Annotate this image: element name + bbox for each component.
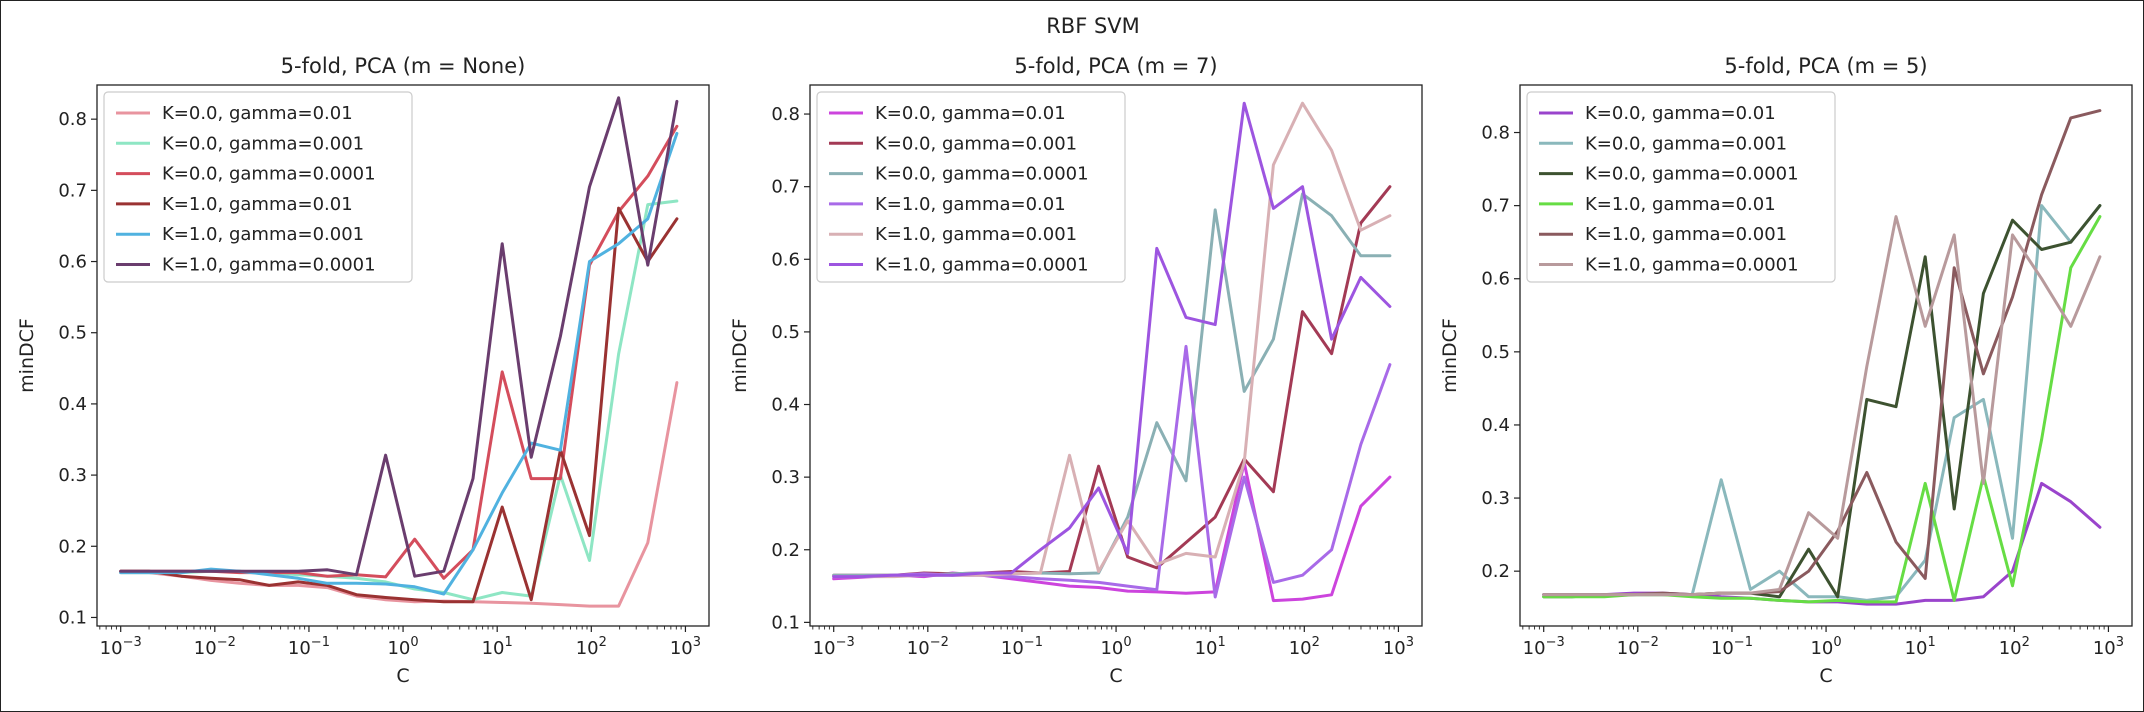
x-tick-label: 100 xyxy=(1810,635,1841,659)
series-line-4 xyxy=(832,344,1392,599)
legend-entry-6: K=1.0, gamma=0.0001 xyxy=(875,255,1089,276)
legend-entry-5: K=1.0, gamma=0.001 xyxy=(875,224,1077,245)
legend-entry-3: K=0.0, gamma=0.0001 xyxy=(1585,164,1799,185)
y-tick-label: 0.3 xyxy=(771,467,800,488)
y-tick-label: 0.8 xyxy=(58,109,87,130)
legend-entry-2: K=0.0, gamma=0.001 xyxy=(162,133,364,154)
legend-entry-3: K=0.0, gamma=0.0001 xyxy=(875,164,1089,185)
x-tick-label: 101 xyxy=(482,635,513,659)
x-tick-label: 10−1 xyxy=(1711,635,1753,659)
figure-suptitle: RBF SVM xyxy=(1046,14,1140,38)
y-tick-label: 0.5 xyxy=(1481,342,1510,363)
x-tick-label: 10−2 xyxy=(1617,635,1659,659)
legend-entry-3: K=0.0, gamma=0.0001 xyxy=(162,164,376,185)
legend-entry-5: K=1.0, gamma=0.001 xyxy=(1585,224,1787,245)
y-tick-label: 0.2 xyxy=(1481,561,1510,582)
series-line-4 xyxy=(119,206,679,604)
y-tick-label: 0.6 xyxy=(58,252,87,273)
legend-entry-2: K=0.0, gamma=0.001 xyxy=(1585,133,1787,154)
plot-area-frame xyxy=(96,84,710,627)
y-tick-label: 0.2 xyxy=(771,540,800,561)
y-tick-label: 0.5 xyxy=(58,323,87,344)
y-tick-label: 0.7 xyxy=(58,180,87,201)
y-tick-label: 0.1 xyxy=(58,607,87,628)
series-line-6 xyxy=(119,96,679,578)
series-group xyxy=(1542,109,2102,606)
y-tick-label: 0.1 xyxy=(771,612,800,633)
series-group xyxy=(119,96,679,608)
legend: K=0.0, gamma=0.01 K=0.0, gamma=0.001 K=0.0… xyxy=(1526,91,1836,283)
y-tick-label: 0.4 xyxy=(1481,415,1510,436)
legend-entry-1: K=0.0, gamma=0.01 xyxy=(1585,103,1776,124)
x-tick-label: 10−1 xyxy=(288,635,330,659)
legend: K=0.0, gamma=0.01 K=0.0, gamma=0.001 K=0.0… xyxy=(103,91,413,283)
x-tick-label: 100 xyxy=(1100,635,1131,659)
legend-entry-5: K=1.0, gamma=0.001 xyxy=(162,224,364,245)
x-tick-label: 10−3 xyxy=(813,635,855,659)
x-tick-label: 103 xyxy=(1383,635,1414,659)
plot-area-frame xyxy=(1519,84,2133,627)
y-tick-label: 0.6 xyxy=(771,249,800,270)
series-line-5 xyxy=(119,131,679,596)
y-tick-label: 0.7 xyxy=(1481,196,1510,217)
y-tick-label: 0.5 xyxy=(771,322,800,343)
legend-box xyxy=(816,91,1126,283)
series-line-6 xyxy=(832,101,1392,579)
x-axis-label: C xyxy=(1819,665,1832,687)
x-tick-label: 103 xyxy=(2093,635,2124,659)
y-axis-label: minDCF xyxy=(16,318,38,393)
chart-title: 5-fold, PCA (m = 7) xyxy=(1014,54,1217,78)
chart-panel-1: 5-fold, PCA (m = None) 0.1 0.2 0.3 0.4 0.5 0.6… xyxy=(16,54,710,687)
y-tick-label: 0.7 xyxy=(771,177,800,198)
chart-title: 5-fold, PCA (m = None) xyxy=(281,54,526,78)
y-tick-label: 0.6 xyxy=(1481,269,1510,290)
chart-title: 5-fold, PCA (m = 5) xyxy=(1724,54,1927,78)
y-tick-label: 0.4 xyxy=(58,394,87,415)
y-axis-label: minDCF xyxy=(1439,318,1461,393)
x-tick-label: 10−3 xyxy=(100,635,142,659)
x-tick-label: 10−2 xyxy=(907,635,949,659)
x-tick-label: 101 xyxy=(1195,635,1226,659)
y-tick-label: 0.8 xyxy=(1481,123,1510,144)
x-tick-label: 10−1 xyxy=(1001,635,1043,659)
legend-box xyxy=(103,91,413,283)
plot-area-frame xyxy=(809,84,1423,627)
x-tick-label: 10−2 xyxy=(194,635,236,659)
y-tick-label: 0.3 xyxy=(58,465,87,486)
x-tick-label: 100 xyxy=(387,635,418,659)
legend-entry-2: K=0.0, gamma=0.001 xyxy=(875,133,1077,154)
series-line-1 xyxy=(832,461,1392,603)
chart-panel-2: 5-fold, PCA (m = 7) 0.1 0.2 0.3 0.4 0.5 0.6 0.7… xyxy=(729,54,1423,687)
series-line-6 xyxy=(1542,215,2102,597)
y-tick-label: 0.4 xyxy=(771,395,800,416)
x-tick-label: 103 xyxy=(670,635,701,659)
x-tick-label: 102 xyxy=(1289,635,1320,659)
y-axis-label: minDCF xyxy=(729,318,751,393)
x-tick-label: 102 xyxy=(576,635,607,659)
x-axis-label: C xyxy=(396,665,409,687)
legend-entry-4: K=1.0, gamma=0.01 xyxy=(162,194,353,215)
y-tick-label: 0.3 xyxy=(1481,488,1510,509)
legend-entry-1: K=0.0, gamma=0.01 xyxy=(162,103,353,124)
series-group xyxy=(832,101,1392,603)
legend-entry-6: K=1.0, gamma=0.0001 xyxy=(1585,255,1799,276)
y-tick-label: 0.2 xyxy=(58,536,87,557)
x-tick-label: 10−3 xyxy=(1523,635,1565,659)
x-axis-label: C xyxy=(1109,665,1122,687)
series-line-1 xyxy=(119,381,679,608)
legend-entry-4: K=1.0, gamma=0.01 xyxy=(1585,194,1776,215)
legend: K=0.0, gamma=0.01 K=0.0, gamma=0.001 K=0.0… xyxy=(816,91,1126,283)
legend-entry-1: K=0.0, gamma=0.01 xyxy=(875,103,1066,124)
chart-panel-3: 5-fold, PCA (m = 5) 0.2 0.3 0.4 0.5 0.6 0.7 0.8… xyxy=(1439,54,2133,687)
legend-entry-4: K=1.0, gamma=0.01 xyxy=(875,194,1066,215)
legend-box xyxy=(1526,91,1836,283)
x-tick-label: 102 xyxy=(1999,635,2030,659)
legend-entry-6: K=1.0, gamma=0.0001 xyxy=(162,255,376,276)
y-tick-label: 0.8 xyxy=(771,104,800,125)
x-tick-label: 101 xyxy=(1905,635,1936,659)
